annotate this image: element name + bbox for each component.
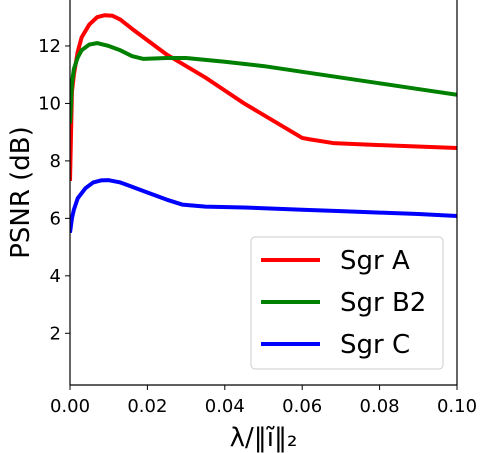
y-tick-label: 6: [50, 208, 61, 229]
y-axis-label: PSNR (dB): [6, 126, 36, 259]
y-tick-label: 4: [50, 266, 61, 287]
series-layer: [70, 13, 457, 233]
legend-box: [250, 236, 444, 370]
x-tick-label: 0.02: [127, 396, 167, 417]
legend-label-3: Sgr C: [340, 330, 410, 360]
series-line-1: [70, 13, 457, 182]
legend-label-1: Sgr A: [340, 246, 410, 276]
y-tick-label: 10: [38, 93, 61, 114]
axes-layer: 0.00 0.02 0.04 0.06 0.08 0.10 2 4 6 8 10 12 λ/‖ĩ‖₂ PS…: [6, 0, 477, 453]
x-axis-label: λ/‖ĩ‖₂: [230, 423, 298, 453]
y-tick-label: 2: [50, 323, 61, 344]
x-tick-label: 0.04: [205, 396, 245, 417]
y-tick-label: 12: [38, 36, 61, 57]
x-tick-label: 0.00: [50, 396, 90, 417]
legend: Sgr A Sgr B2 Sgr C: [250, 236, 444, 370]
x-tick-label: 0.08: [360, 396, 400, 417]
series-line-3: [70, 178, 457, 233]
x-tick-label: 0.06: [282, 396, 322, 417]
series-line-2: [70, 41, 457, 124]
y-tick-label: 8: [50, 151, 61, 172]
x-tick-label: 0.10: [437, 396, 477, 417]
legend-label-2: Sgr B2: [340, 288, 426, 318]
